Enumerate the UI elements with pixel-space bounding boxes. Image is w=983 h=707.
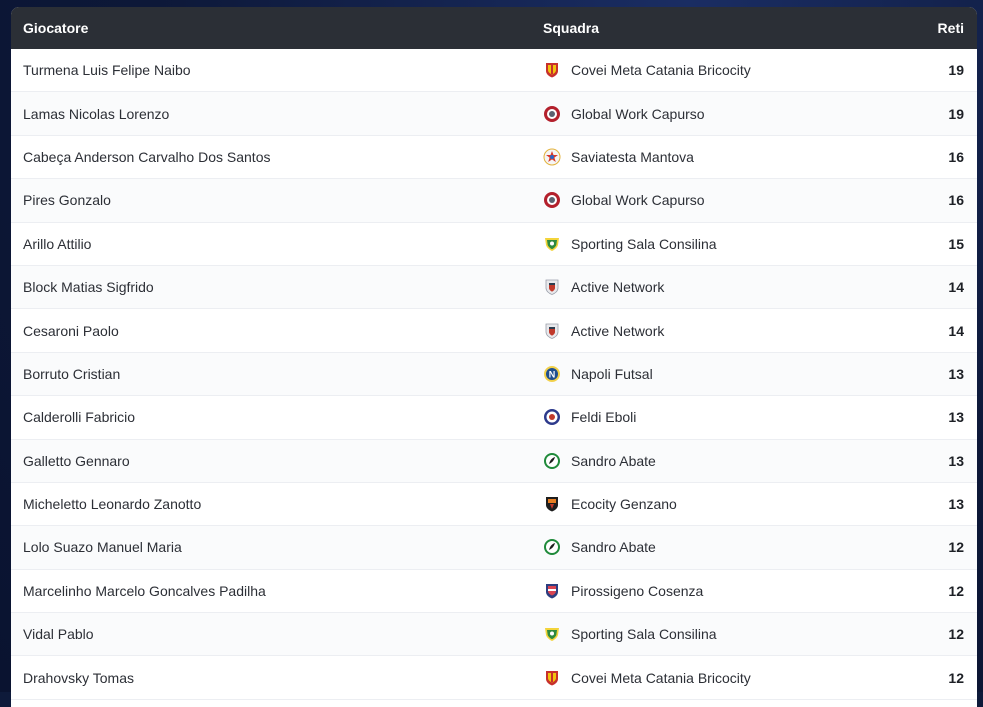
goals-count: 12 — [891, 626, 977, 642]
goals-count: 16 — [891, 149, 977, 165]
header-team[interactable]: Squadra — [531, 20, 891, 36]
team-name[interactable]: Feldi Eboli — [571, 409, 636, 425]
player-name[interactable]: Calderolli Fabricio — [11, 409, 531, 425]
header-goals[interactable]: Reti — [891, 20, 977, 36]
team-name[interactable]: Active Network — [571, 323, 664, 339]
team-name[interactable]: Pirossigeno Cosenza — [571, 583, 703, 599]
table-row[interactable]: Lolo Suazo Manuel Maria Sandro Abate 12 — [11, 526, 977, 569]
team-cell[interactable]: Sandro Abate — [531, 452, 891, 470]
player-name[interactable]: Turmena Luis Felipe Naibo — [11, 62, 531, 78]
team-name[interactable]: Sporting Sala Consilina — [571, 236, 717, 252]
player-name[interactable]: Marcelinho Marcelo Goncalves Padilha — [11, 583, 531, 599]
genzano-crest-icon — [543, 495, 561, 513]
table-row[interactable]: Pires Gonzalo Global Work Capurso 16 — [11, 179, 977, 222]
table-row[interactable]: Galletto Gennaro Sandro Abate 13 — [11, 440, 977, 483]
goals-count: 13 — [891, 366, 977, 382]
table-row[interactable]: Cabeça Anderson Carvalho Dos Santos Savia… — [11, 136, 977, 179]
goals-count: 12 — [891, 583, 977, 599]
goals-count: 15 — [891, 236, 977, 252]
eboli-crest-icon — [543, 408, 561, 426]
team-cell[interactable]: Sporting Sala Consilina — [531, 235, 891, 253]
goals-count: 16 — [891, 192, 977, 208]
player-name[interactable]: Galletto Gennaro — [11, 453, 531, 469]
player-name[interactable]: Drahovsky Tomas — [11, 670, 531, 686]
player-name[interactable]: Lamas Nicolas Lorenzo — [11, 106, 531, 122]
table-row[interactable]: Block Matias Sigfrido Active Network 14 — [11, 266, 977, 309]
header-player[interactable]: Giocatore — [11, 20, 531, 36]
active-network-crest-icon — [543, 278, 561, 296]
mantova-crest-icon — [543, 148, 561, 166]
goals-count: 12 — [891, 539, 977, 555]
player-name[interactable]: Cabeça Anderson Carvalho Dos Santos — [11, 149, 531, 165]
capurso-crest-icon — [543, 105, 561, 123]
team-name[interactable]: Sporting Sala Consilina — [571, 626, 717, 642]
team-cell[interactable]: Ecocity Genzano — [531, 495, 891, 513]
team-cell[interactable]: Covei Meta Catania Bricocity — [531, 61, 891, 79]
goals-count: 12 — [891, 670, 977, 686]
player-name[interactable]: Lolo Suazo Manuel Maria — [11, 539, 531, 555]
player-name[interactable]: Arillo Attilio — [11, 236, 531, 252]
cosenza-crest-icon — [543, 582, 561, 600]
goals-count: 14 — [891, 323, 977, 339]
team-name[interactable]: Covei Meta Catania Bricocity — [571, 670, 751, 686]
table-row[interactable]: Marcelinho Marcelo Goncalves Padilha Piro… — [11, 570, 977, 613]
table-body: Turmena Luis Felipe Naibo Covei Meta Cata… — [11, 49, 977, 700]
team-name[interactable]: Covei Meta Catania Bricocity — [571, 62, 751, 78]
scorers-table: Giocatore Squadra Reti Turmena Luis Feli… — [11, 7, 977, 707]
table-row[interactable]: Turmena Luis Felipe Naibo Covei Meta Cata… — [11, 49, 977, 92]
capurso-crest-icon — [543, 191, 561, 209]
team-cell[interactable]: Global Work Capurso — [531, 191, 891, 209]
team-name[interactable]: Sandro Abate — [571, 453, 656, 469]
table-row[interactable]: Borruto Cristian N Napoli Futsal 13 — [11, 353, 977, 396]
active-network-crest-icon — [543, 322, 561, 340]
catania-crest-icon — [543, 61, 561, 79]
team-name[interactable]: Active Network — [571, 279, 664, 295]
team-cell[interactable]: Global Work Capurso — [531, 105, 891, 123]
team-cell[interactable]: Active Network — [531, 322, 891, 340]
team-name[interactable]: Napoli Futsal — [571, 366, 653, 382]
team-name[interactable]: Sandro Abate — [571, 539, 656, 555]
team-name[interactable]: Global Work Capurso — [571, 192, 705, 208]
goals-count: 19 — [891, 106, 977, 122]
team-cell[interactable]: Covei Meta Catania Bricocity — [531, 669, 891, 687]
player-name[interactable]: Block Matias Sigfrido — [11, 279, 531, 295]
player-name[interactable]: Micheletto Leonardo Zanotto — [11, 496, 531, 512]
sala-consilina-crest-icon — [543, 625, 561, 643]
table-row[interactable]: Vidal Pablo Sporting Sala Consilina 12 — [11, 613, 977, 656]
table-row[interactable]: Calderolli Fabricio Feldi Eboli 13 — [11, 396, 977, 439]
team-name[interactable]: Ecocity Genzano — [571, 496, 677, 512]
napoli-crest-icon: N — [543, 365, 561, 383]
team-cell[interactable]: N Napoli Futsal — [531, 365, 891, 383]
player-name[interactable]: Vidal Pablo — [11, 626, 531, 642]
goals-count: 14 — [891, 279, 977, 295]
team-cell[interactable]: Saviatesta Mantova — [531, 148, 891, 166]
team-cell[interactable]: Sporting Sala Consilina — [531, 625, 891, 643]
team-cell[interactable]: Feldi Eboli — [531, 408, 891, 426]
catania-crest-icon — [543, 669, 561, 687]
table-row[interactable]: Drahovsky Tomas Covei Meta Catania Bricoc… — [11, 656, 977, 699]
player-name[interactable]: Pires Gonzalo — [11, 192, 531, 208]
player-name[interactable]: Borruto Cristian — [11, 366, 531, 382]
goals-count: 13 — [891, 409, 977, 425]
team-name[interactable]: Global Work Capurso — [571, 106, 705, 122]
player-name[interactable]: Cesaroni Paolo — [11, 323, 531, 339]
goals-count: 19 — [891, 62, 977, 78]
table-row[interactable]: Lamas Nicolas Lorenzo Global Work Capurso… — [11, 92, 977, 135]
svg-text:N: N — [549, 369, 556, 379]
team-cell[interactable]: Active Network — [531, 278, 891, 296]
team-name[interactable]: Saviatesta Mantova — [571, 149, 694, 165]
team-cell[interactable]: Sandro Abate — [531, 538, 891, 556]
team-cell[interactable]: Pirossigeno Cosenza — [531, 582, 891, 600]
sala-consilina-crest-icon — [543, 235, 561, 253]
sandro-abate-crest-icon — [543, 538, 561, 556]
goals-count: 13 — [891, 496, 977, 512]
sandro-abate-crest-icon — [543, 452, 561, 470]
table-row[interactable]: Arillo Attilio Sporting Sala Consilina 15 — [11, 223, 977, 266]
table-row[interactable]: Micheletto Leonardo Zanotto Ecocity Genza… — [11, 483, 977, 526]
table-header: Giocatore Squadra Reti — [11, 7, 977, 49]
table-row[interactable]: Cesaroni Paolo Active Network 14 — [11, 309, 977, 352]
goals-count: 13 — [891, 453, 977, 469]
